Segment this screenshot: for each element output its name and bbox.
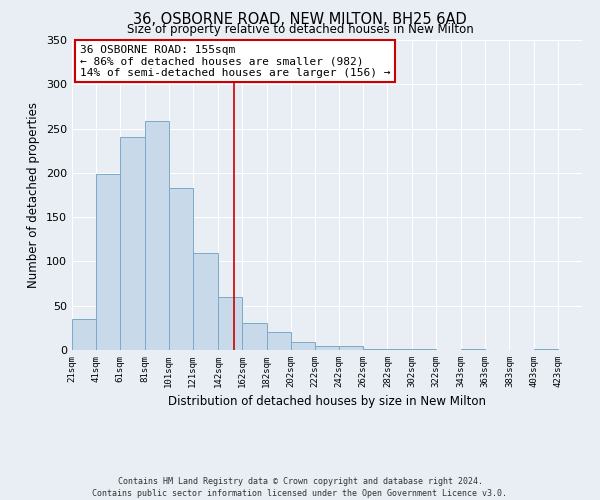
Bar [388,349,412,350]
Bar [218,297,242,350]
Bar [291,342,315,350]
Text: Contains HM Land Registry data © Crown copyright and database right 2024.
Contai: Contains HM Land Registry data © Crown c… [92,476,508,498]
Bar [145,122,169,350]
Bar [96,174,121,350]
X-axis label: Distribution of detached houses by size in New Milton: Distribution of detached houses by size … [168,396,486,408]
Bar [363,349,388,350]
Bar [339,346,363,350]
Text: Size of property relative to detached houses in New Milton: Size of property relative to detached ho… [127,22,473,36]
Bar [315,346,339,350]
Bar [121,138,145,350]
Bar [266,332,291,350]
Bar [461,349,485,350]
Text: 36, OSBORNE ROAD, NEW MILTON, BH25 6AD: 36, OSBORNE ROAD, NEW MILTON, BH25 6AD [133,12,467,28]
Bar [193,254,218,350]
Bar [533,349,558,350]
Text: 36 OSBORNE ROAD: 155sqm
← 86% of detached houses are smaller (982)
14% of semi-d: 36 OSBORNE ROAD: 155sqm ← 86% of detache… [80,44,390,78]
Y-axis label: Number of detached properties: Number of detached properties [28,102,40,288]
Bar [169,188,193,350]
Bar [242,324,266,350]
Bar [72,319,96,350]
Bar [412,349,436,350]
